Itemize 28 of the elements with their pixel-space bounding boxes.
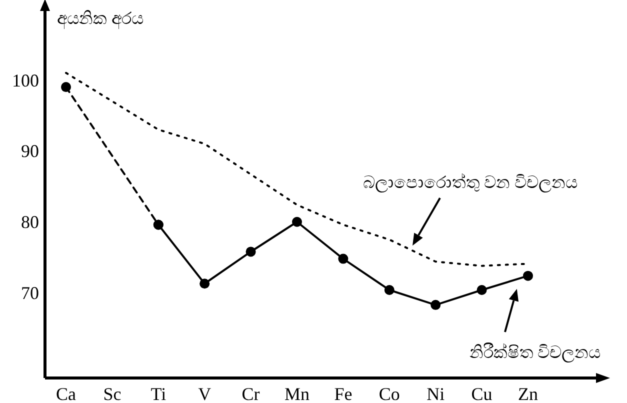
- point: [200, 278, 210, 289]
- point: [384, 285, 394, 296]
- x-tick-label: Cr: [242, 384, 260, 403]
- point: [153, 220, 164, 230]
- point: [61, 82, 71, 92]
- point: [292, 216, 302, 227]
- point: [523, 270, 533, 281]
- y-tick-label: 90: [21, 141, 39, 162]
- point: [476, 285, 487, 296]
- x-tick-label: Ti: [150, 384, 166, 403]
- point: [338, 254, 348, 264]
- text: බලාපොරොත්තු වන විචලනය: [362, 173, 578, 193]
- y-tick-label: 80: [21, 212, 39, 232]
- point: [430, 300, 441, 310]
- x-tick-label: Co: [378, 384, 400, 403]
- x-tick-label: Zn: [518, 384, 538, 403]
- legend-label: නිරීක්ෂිත විචලනය: [469, 343, 601, 363]
- point: [246, 246, 256, 257]
- y-tick-label: 100: [12, 70, 39, 90]
- x-tick-label: Fe: [334, 384, 352, 403]
- x-tick-label: Mn: [284, 384, 310, 403]
- x-tick-label: Cu: [471, 384, 492, 403]
- y-axis-title: අයනික අරය: [57, 9, 144, 30]
- y-tick-label: 70: [21, 283, 39, 304]
- x-tick-label: V: [198, 384, 212, 403]
- x-tick-label: Sc: [103, 384, 122, 403]
- x-tick-label: Ca: [56, 384, 76, 403]
- x-tick-label: Ni: [426, 384, 445, 403]
